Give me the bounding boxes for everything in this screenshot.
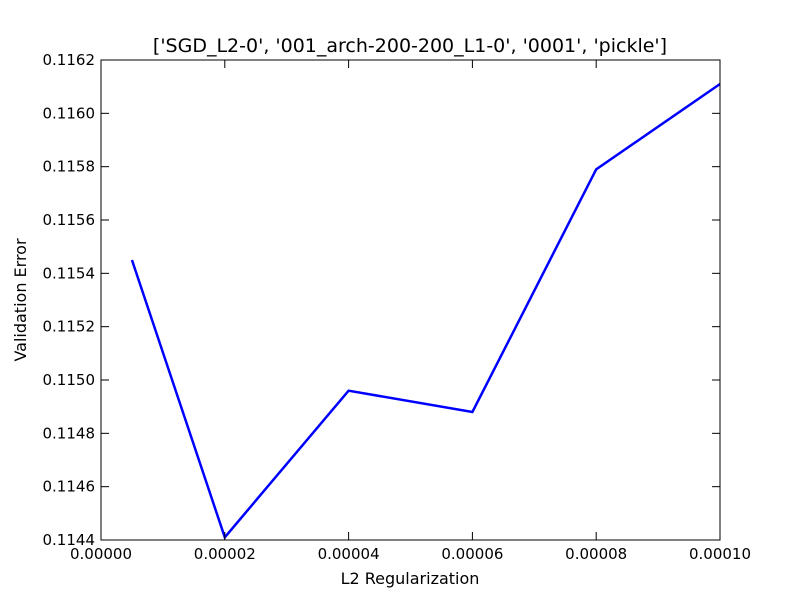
y-tick-label: 0.1156: [43, 211, 96, 229]
y-tick-label: 0.1160: [43, 104, 96, 122]
x-tick-label: 0.00004: [318, 545, 380, 563]
y-tick-label: 0.1146: [43, 478, 96, 496]
y-axis-label: Validation Error: [11, 238, 30, 362]
y-tick-label: 0.1152: [43, 318, 96, 336]
y-tick-label: 0.1144: [43, 531, 96, 549]
series-line-0: [130, 82, 721, 540]
chart-title: ['SGD_L2-0', '001_arch-200-200_L1-0', '0…: [153, 35, 667, 57]
x-tick-label: 0.00008: [565, 545, 627, 563]
y-tick-label: 0.1150: [43, 371, 96, 389]
y-tick-label: 0.1154: [43, 264, 96, 282]
x-tick-label: 0.00010: [689, 545, 751, 563]
y-tick-label: 0.1148: [43, 424, 96, 442]
x-tick-label: 0.00002: [194, 545, 256, 563]
y-tick-label: 0.1158: [43, 158, 96, 176]
x-tick-label: 0.00000: [70, 545, 132, 563]
plot-frame: [100, 59, 721, 541]
plot-area: 0.00000 0.00002 0.00004 0.00006 0.00008 0.000…: [43, 51, 752, 563]
x-axis-label: L2 Regularization: [341, 569, 480, 588]
x-tick-label: 0.00006: [441, 545, 503, 563]
y-tick-label: 0.1162: [43, 51, 96, 69]
